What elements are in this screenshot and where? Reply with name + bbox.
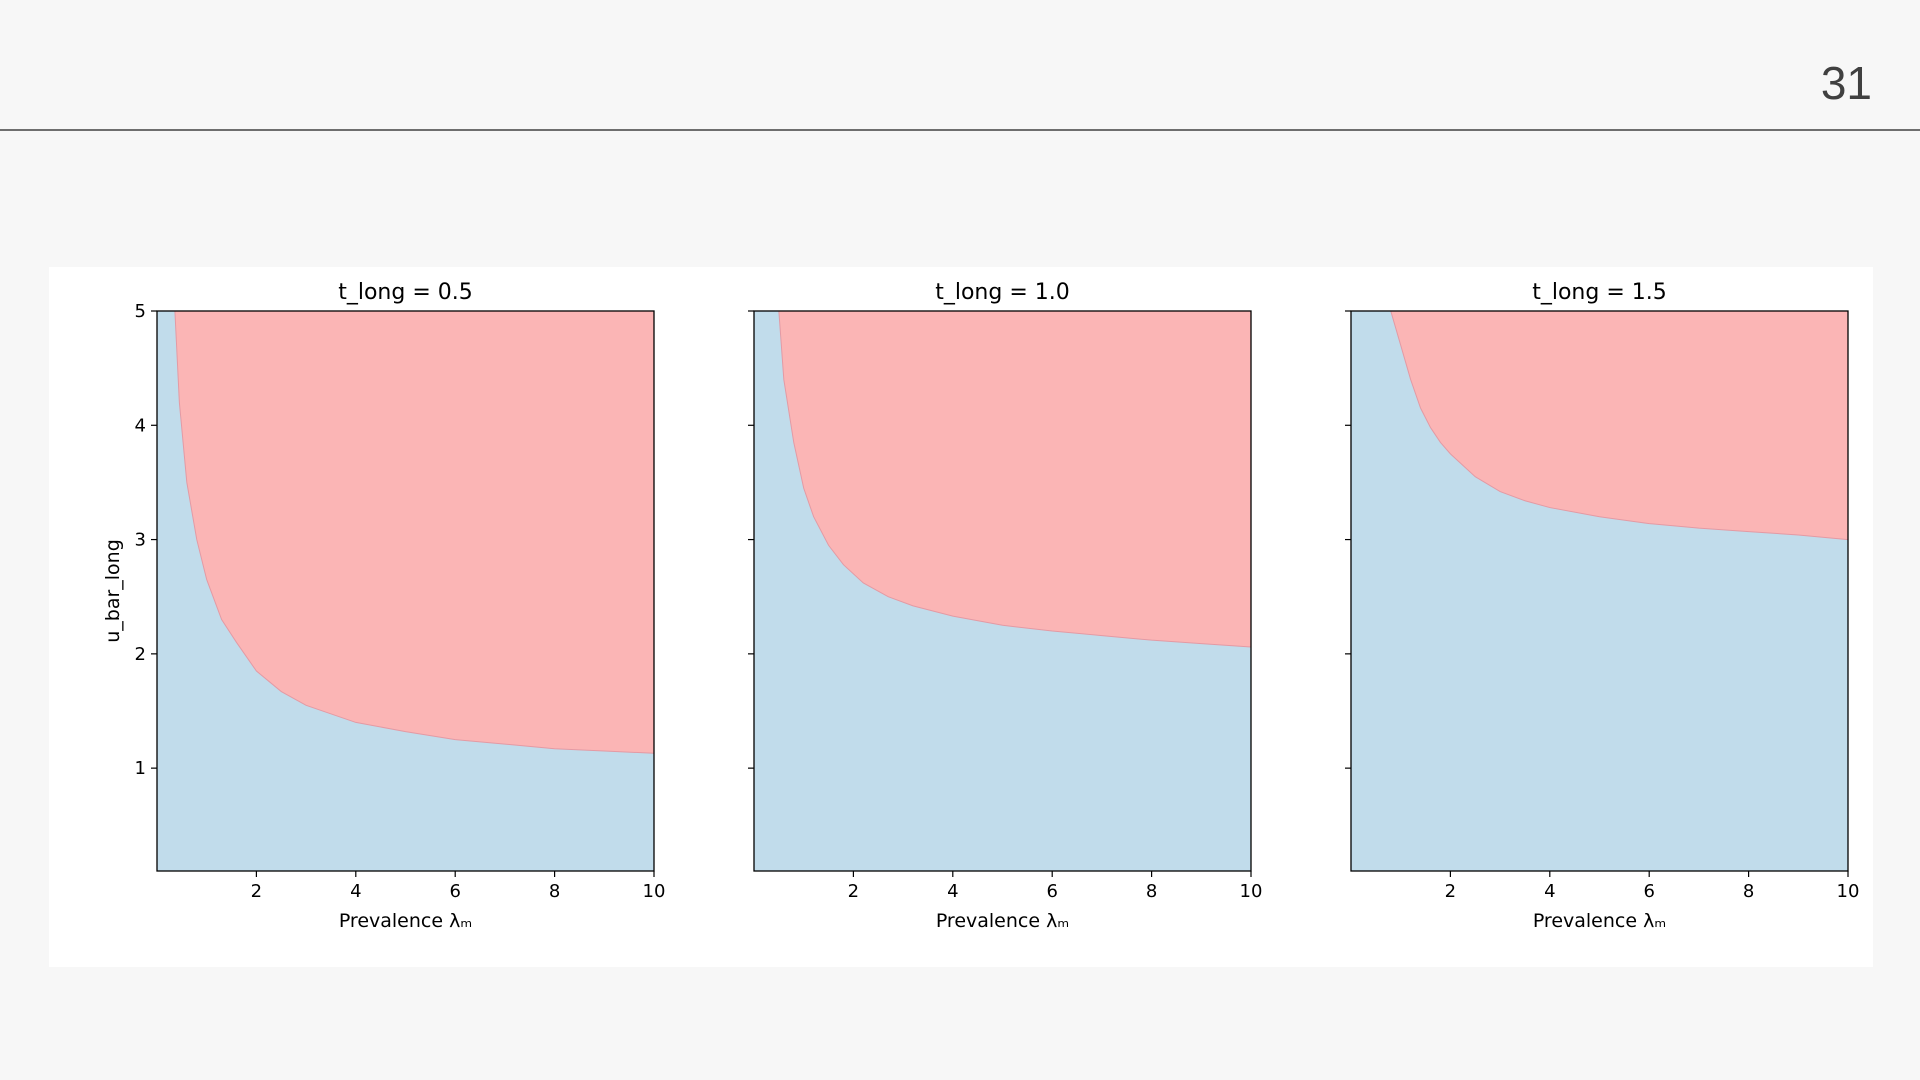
subplot-3: 2 4 6 8 10 t_long = 1.5 Prevalence λₘ — [1345, 280, 1859, 932]
x-tick-label: 8 — [549, 881, 560, 902]
boundary-curve — [174, 310, 655, 754]
x-tick-label: 8 — [1743, 881, 1754, 902]
subplot-2: 2 4 6 8 10 t_long = 1.0 Prevalence λₘ — [748, 280, 1262, 932]
axes-frame — [1350, 310, 1849, 872]
x-tick-label: 4 — [350, 881, 361, 902]
page-number: 31 — [1820, 57, 1872, 109]
y-tick-label: 1 — [135, 758, 146, 779]
region-above-boundary — [778, 311, 1251, 647]
x-tick-label: 2 — [251, 881, 262, 902]
x-tick-label: 8 — [1146, 881, 1157, 902]
header-divider — [0, 129, 1920, 131]
axes-frame — [156, 310, 655, 872]
x-axis-label: Prevalence λₘ — [936, 910, 1069, 932]
x-tick-label: 6 — [1046, 881, 1057, 902]
subplot-title: t_long = 1.5 — [1532, 280, 1667, 305]
y-tick-label: 2 — [135, 644, 146, 665]
x-axis-label: Prevalence λₘ — [339, 910, 472, 932]
x-tick-label: 10 — [1837, 881, 1860, 902]
y-axis-label: u_bar_long — [102, 539, 124, 643]
subplot-title: t_long = 1.0 — [935, 280, 1070, 305]
boundary-curve — [1390, 310, 1849, 541]
x-tick-label: 6 — [449, 881, 460, 902]
subplot-title: t_long = 0.5 — [338, 280, 473, 305]
axes-frame — [753, 310, 1252, 872]
x-tick-label: 4 — [1544, 881, 1555, 902]
x-tick-label: 10 — [1240, 881, 1263, 902]
y-tick-label: 5 — [135, 301, 146, 322]
boundary-curve — [778, 310, 1252, 648]
x-tick-label: 4 — [947, 881, 958, 902]
chart-figure: 2 4 6 8 10 1 2 3 4 5 t_long = 0.5 Prevalence λₘ u_ba… — [49, 267, 1873, 967]
y-tick-label: 3 — [135, 530, 146, 551]
x-tick-label: 2 — [1445, 881, 1456, 902]
x-tick-label: 10 — [643, 881, 666, 902]
region-above-boundary — [1390, 311, 1848, 540]
x-tick-label: 6 — [1643, 881, 1654, 902]
x-axis-label: Prevalence λₘ — [1533, 910, 1666, 932]
y-tick-label: 4 — [135, 415, 146, 436]
region-above-boundary — [174, 311, 654, 754]
x-tick-label: 2 — [848, 881, 859, 902]
